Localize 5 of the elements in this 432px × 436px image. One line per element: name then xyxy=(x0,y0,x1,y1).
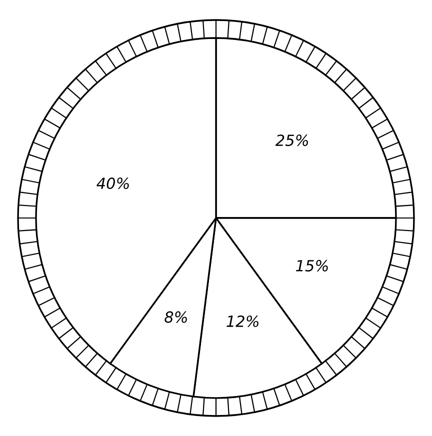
data-label: 25% xyxy=(275,134,308,146)
data-label: 8% xyxy=(164,311,187,323)
data-label: 15% xyxy=(296,260,328,272)
data-label: 40% xyxy=(96,178,129,190)
data-label: 12% xyxy=(226,315,258,328)
